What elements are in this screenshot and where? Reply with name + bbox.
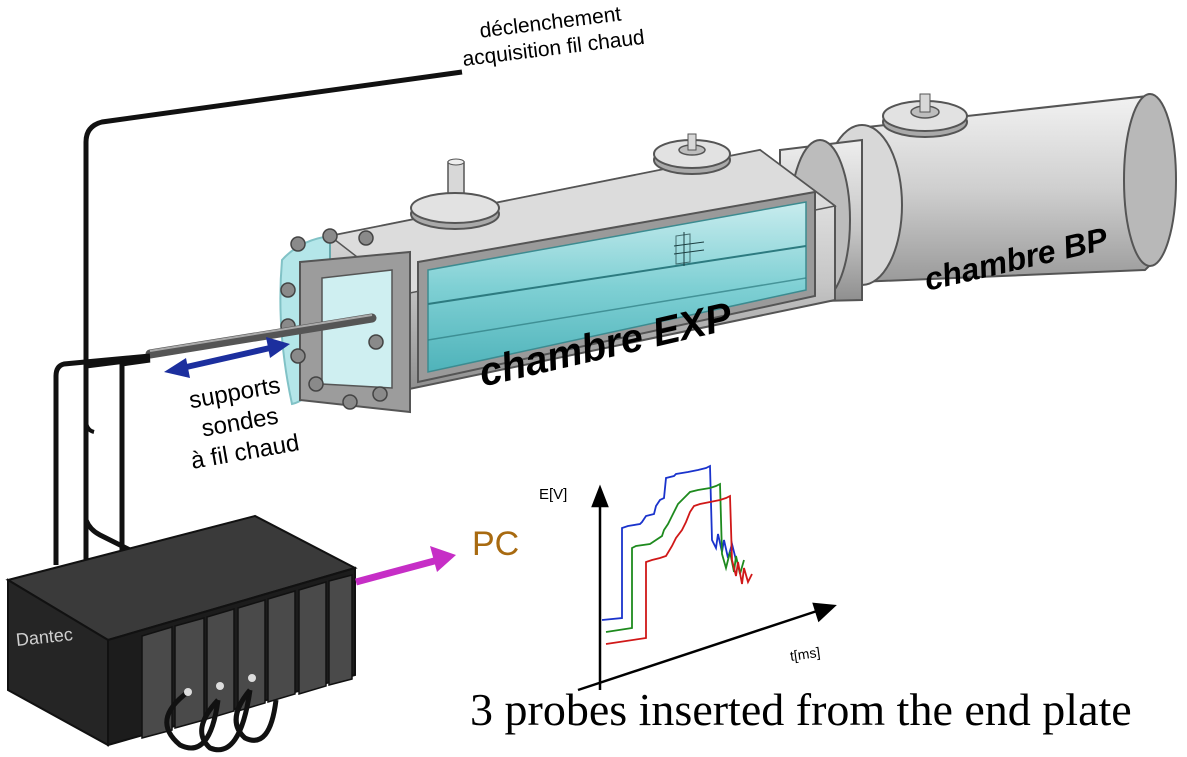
y-axis-label: E[V]	[539, 486, 568, 503]
caption: 3 probes inserted from the end plate	[470, 684, 1132, 735]
probe-3-trace	[605, 494, 753, 645]
chamber-bp	[821, 93, 1177, 286]
bidirectional-arrow-icon	[164, 337, 290, 378]
dantec-anemometer	[5, 514, 358, 753]
flange-icon	[410, 158, 500, 230]
probe-2-trace	[605, 482, 745, 633]
probe-1-trace	[601, 464, 737, 621]
probe-support-rod	[145, 313, 377, 359]
right-arrow-icon	[355, 546, 456, 586]
flange-icon	[653, 133, 731, 175]
probe-cable-icon	[53, 353, 151, 565]
flange-icon	[882, 93, 968, 138]
end-plate	[279, 228, 411, 414]
trigger-cable	[83, 69, 463, 395]
chamber-exp	[328, 133, 837, 394]
pc-label: PC	[472, 525, 520, 563]
signal-plot-axes	[577, 484, 837, 692]
